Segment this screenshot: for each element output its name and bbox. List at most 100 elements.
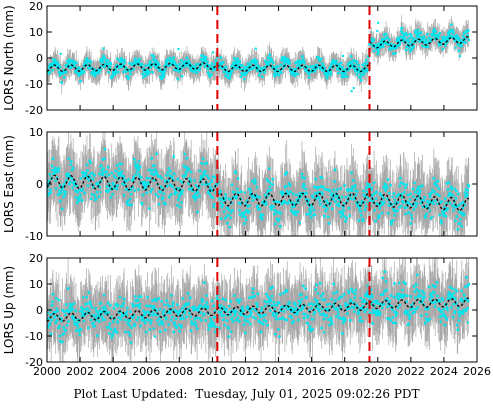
data-point (198, 69, 201, 72)
data-point (261, 75, 264, 78)
data-point (140, 176, 143, 179)
data-point (85, 296, 88, 299)
data-point (80, 328, 83, 331)
outlier-point (324, 206, 326, 208)
data-point (268, 185, 271, 188)
data-point (312, 209, 315, 212)
data-point (249, 64, 252, 67)
data-point (268, 167, 271, 170)
data-point (106, 59, 109, 62)
data-point (349, 197, 352, 200)
data-point (158, 317, 161, 320)
data-point (375, 191, 378, 194)
data-point (295, 194, 298, 197)
data-point (379, 204, 382, 207)
data-point (206, 174, 209, 177)
data-point (149, 60, 152, 63)
data-point (413, 208, 416, 211)
data-point (78, 334, 81, 337)
data-point (103, 148, 106, 151)
data-point (378, 216, 381, 219)
y-axis-label: LORS East (mm) (2, 135, 16, 233)
data-point (60, 192, 63, 195)
data-point (172, 56, 175, 59)
data-point (271, 183, 274, 186)
data-point (263, 71, 266, 74)
data-point (49, 188, 52, 191)
data-point (234, 171, 237, 174)
data-point (318, 196, 321, 199)
data-point (462, 35, 465, 38)
data-point (151, 71, 154, 74)
outlier-point (255, 47, 257, 49)
data-point (176, 78, 179, 81)
data-point (388, 38, 391, 41)
data-point (207, 71, 210, 74)
data-point (154, 59, 157, 62)
data-point (115, 331, 118, 334)
outlier-point (376, 30, 378, 32)
data-point (129, 198, 132, 201)
data-point (110, 336, 113, 339)
data-point (49, 313, 52, 316)
data-point (79, 80, 82, 83)
data-point (119, 296, 122, 299)
data-point (412, 187, 415, 190)
data-point (463, 213, 466, 216)
outlier-point (279, 213, 281, 215)
data-point (137, 316, 140, 319)
data-point (238, 213, 241, 216)
data-point (236, 187, 239, 190)
data-point (126, 307, 129, 310)
data-point (278, 218, 281, 221)
data-point (58, 335, 61, 338)
data-point (67, 287, 70, 290)
data-point (148, 177, 151, 180)
outlier-point (58, 190, 60, 192)
data-point (410, 40, 413, 43)
data-point (123, 59, 126, 62)
data-point (357, 64, 360, 67)
data-point (201, 183, 204, 186)
data-point (137, 163, 140, 166)
data-point (381, 212, 384, 215)
data-point (111, 334, 114, 337)
data-point (181, 189, 184, 192)
data-point (132, 68, 135, 71)
data-point (64, 329, 67, 332)
data-point (457, 37, 460, 40)
data-point (296, 210, 299, 213)
data-point (338, 205, 341, 208)
data-point (319, 203, 322, 206)
data-point (122, 302, 125, 305)
data-point (116, 184, 119, 187)
data-point (440, 222, 443, 225)
data-point (200, 162, 203, 165)
data-point (426, 45, 429, 48)
data-point (464, 41, 467, 44)
data-point (123, 61, 126, 64)
data-point (187, 168, 190, 171)
data-point (120, 318, 123, 321)
data-point (368, 184, 371, 187)
data-point (348, 214, 351, 217)
data-point (137, 188, 140, 191)
data-point (168, 196, 171, 199)
data-point (55, 187, 58, 190)
data-point (86, 307, 89, 310)
data-point (454, 197, 457, 200)
data-point (364, 205, 367, 208)
data-point (341, 195, 344, 198)
data-point (289, 184, 292, 187)
data-point (399, 181, 402, 184)
data-point (412, 195, 415, 198)
data-point (240, 75, 243, 78)
data-point (94, 307, 97, 310)
data-point (422, 199, 425, 202)
data-point (343, 75, 346, 78)
data-point (58, 299, 61, 302)
data-point (257, 65, 260, 68)
data-point (240, 190, 243, 193)
data-point (148, 207, 151, 210)
data-point (70, 304, 73, 307)
